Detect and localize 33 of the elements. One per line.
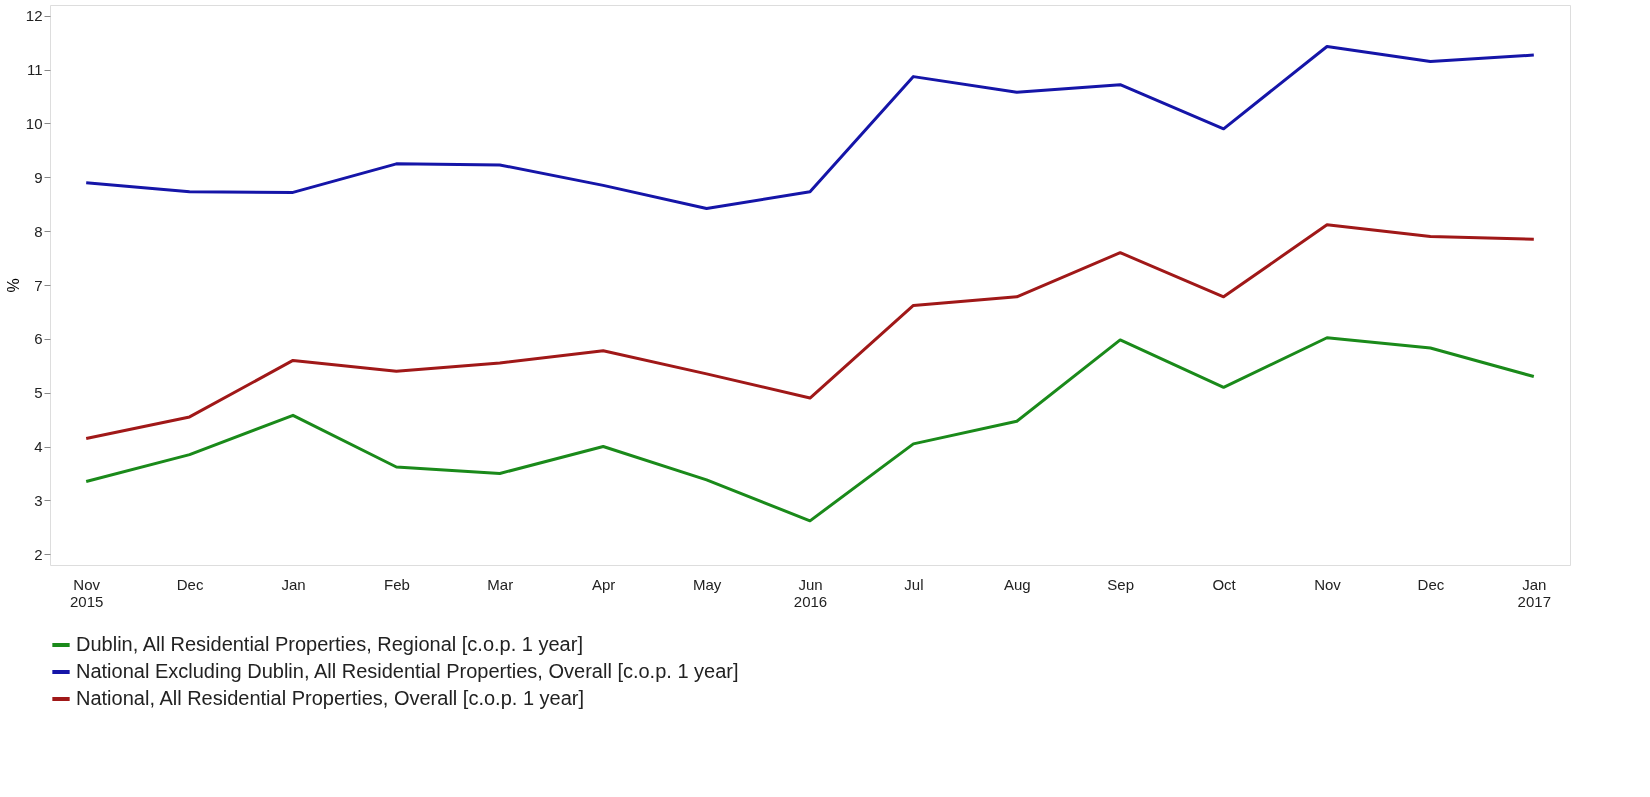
x-tick-label: Nov 2015 [70, 575, 104, 610]
y-tick-label: 11 [26, 61, 43, 79]
x-tick-label: Jul [904, 575, 924, 593]
x-tick-label: Jan 2017 [1517, 575, 1551, 610]
y-tick-label: 5 [34, 384, 43, 402]
legend-label: National, All Residential Properties, Overall [c.o.p. 1 year] [76, 687, 585, 709]
x-tick-label: Apr [592, 575, 616, 593]
y-tick-label: 7 [34, 276, 43, 294]
legend-label: National Excluding Dublin, All Residential Properties, Overall [c.o.p. 1 year] [76, 660, 739, 682]
x-tick-label: Jun 2016 [793, 575, 828, 610]
x-tick-label: Feb [383, 575, 410, 593]
x-tick-label: May [692, 575, 722, 593]
legend-label: Dublin, All Residential Properties, Regional [c.o.p. 1 year] [76, 633, 583, 655]
y-axis-title: % [4, 278, 22, 293]
x-tick-label: Dec [176, 575, 204, 593]
line-series [84, 44, 1536, 211]
x-tick-label: Aug [1003, 575, 1031, 593]
x-tick-label: Nov [1314, 575, 1342, 593]
x-tick-label: Mar [487, 575, 514, 593]
y-tick-label: 12 [25, 7, 43, 25]
y-tick-label: 6 [34, 330, 43, 348]
line-series [84, 223, 1536, 440]
x-tick-label: Sep [1107, 575, 1135, 593]
y-tick-label: 3 [34, 491, 43, 509]
line-series [84, 336, 1536, 523]
x-tick-label: Dec [1417, 575, 1445, 593]
x-tick-label: Oct [1212, 575, 1237, 593]
y-tick-label: 2 [34, 545, 43, 563]
x-tick-label: Jan [281, 575, 306, 593]
y-tick-label: 10 [25, 114, 43, 132]
y-tick-label: 9 [34, 168, 43, 186]
y-tick-label: 8 [34, 222, 43, 240]
y-tick-label: 4 [34, 438, 43, 456]
